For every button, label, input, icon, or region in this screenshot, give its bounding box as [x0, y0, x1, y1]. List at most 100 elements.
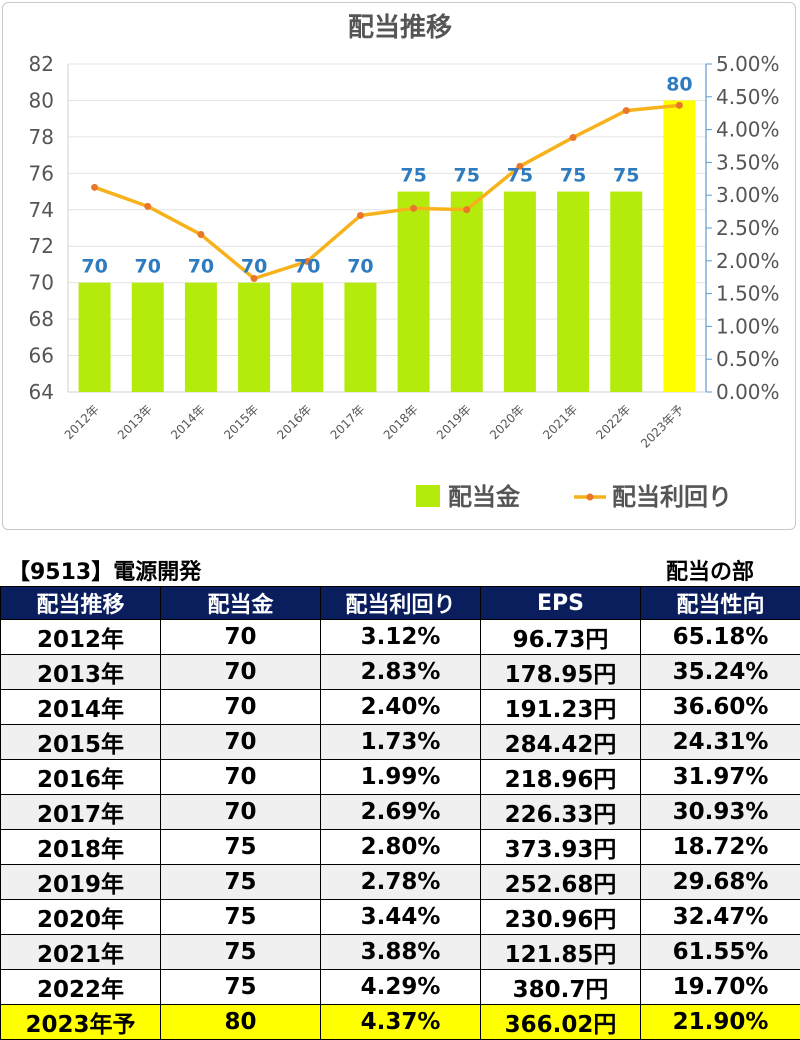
cell-dividend: 75 [161, 935, 321, 970]
left-tick-label: 80 [29, 88, 54, 112]
bar [185, 283, 217, 392]
right-tick-label: 4.00% [716, 118, 780, 142]
right-tick-label: 4.50% [716, 85, 780, 109]
table-header-row: 配当推移 配当金 配当利回り EPS 配当性向 [1, 587, 800, 620]
cell-year: 2013年 [1, 655, 161, 690]
yield-point [144, 203, 151, 210]
cell-eps: 218.96円 [481, 760, 641, 795]
x-tick-label: 2023年予 [638, 402, 686, 450]
cell-yield: 2.69% [321, 795, 481, 830]
cell-eps: 284.42円 [481, 725, 641, 760]
bar [663, 100, 695, 392]
bar-data-label: 80 [666, 73, 692, 95]
cell-year: 2021年 [1, 935, 161, 970]
bar-data-label: 75 [454, 165, 480, 187]
cell-year: 2023年予 [1, 1005, 161, 1040]
right-tick-label: 2.00% [716, 249, 780, 273]
bar [610, 192, 642, 392]
x-tick-label: 2013年 [115, 402, 155, 442]
left-tick-label: 74 [29, 198, 54, 222]
x-tick-label: 2019年 [434, 402, 474, 442]
cell-dividend: 75 [161, 830, 321, 865]
bar [79, 283, 111, 392]
cell-year: 2015年 [1, 725, 161, 760]
left-tick-label: 64 [29, 380, 54, 404]
x-tick-label: 2022年 [593, 402, 633, 442]
legend-swatch-bar [416, 485, 440, 507]
bar [504, 192, 536, 392]
cell-payout: 19.70% [641, 970, 800, 1005]
cell-year: 2012年 [1, 620, 161, 655]
right-tick-label: 2.50% [716, 216, 780, 240]
legend-label-bar: 配当金 [448, 483, 521, 511]
x-tick-label: 2012年 [62, 402, 102, 442]
cell-yield: 4.37% [321, 1005, 481, 1040]
yield-point [570, 134, 577, 141]
header-yield: 配当利回り [321, 587, 481, 620]
cell-dividend: 75 [161, 970, 321, 1005]
yield-point [410, 205, 417, 212]
cell-dividend: 75 [161, 865, 321, 900]
cell-eps: 252.68円 [481, 865, 641, 900]
section-label: 配当の部 [666, 554, 754, 586]
right-tick-label: 0.50% [716, 347, 780, 371]
legend-label-line: 配当利回り [612, 483, 732, 511]
cell-dividend: 70 [161, 760, 321, 795]
bar-data-label: 70 [347, 256, 373, 278]
cell-year: 2022年 [1, 970, 161, 1005]
left-tick-label: 78 [29, 125, 54, 149]
cell-payout: 65.18% [641, 620, 800, 655]
cell-eps: 366.02円 [481, 1005, 641, 1040]
dividend-chart: 配当推移646668707274767880820.00%0.50%1.00%1… [0, 0, 800, 532]
yield-point [463, 206, 470, 213]
cell-yield: 1.73% [321, 725, 481, 760]
cell-eps: 96.73円 [481, 620, 641, 655]
yield-point [357, 212, 364, 219]
cell-dividend: 70 [161, 690, 321, 725]
cell-year: 2016年 [1, 760, 161, 795]
bar-data-label: 70 [294, 256, 320, 278]
yield-point [91, 184, 98, 191]
cell-payout: 31.97% [641, 760, 800, 795]
header-dividend: 配当金 [161, 587, 321, 620]
right-tick-label: 5.00% [716, 52, 780, 76]
cell-yield: 3.44% [321, 900, 481, 935]
cell-eps: 230.96円 [481, 900, 641, 935]
right-tick-label: 0.00% [716, 380, 780, 404]
bar-data-label: 75 [560, 165, 586, 187]
x-tick-label: 2020年 [487, 402, 527, 442]
cell-payout: 21.90% [641, 1005, 800, 1040]
cell-yield: 4.29% [321, 970, 481, 1005]
cell-year: 2019年 [1, 865, 161, 900]
cell-payout: 24.31% [641, 725, 800, 760]
header-payout: 配当性向 [641, 587, 800, 620]
bar-data-label: 70 [81, 256, 107, 278]
bar-data-label: 75 [507, 165, 533, 187]
cell-dividend: 70 [161, 655, 321, 690]
bar-data-label: 70 [135, 256, 161, 278]
cell-yield: 2.40% [321, 690, 481, 725]
cell-yield: 3.12% [321, 620, 481, 655]
bar [398, 192, 430, 392]
cell-payout: 35.24% [641, 655, 800, 690]
bar [451, 192, 483, 392]
cell-eps: 226.33円 [481, 795, 641, 830]
x-tick-label: 2017年 [328, 402, 368, 442]
cell-dividend: 70 [161, 795, 321, 830]
cell-payout: 29.68% [641, 865, 800, 900]
cell-year: 2017年 [1, 795, 161, 830]
bar-data-label: 70 [188, 256, 214, 278]
cell-payout: 61.55% [641, 935, 800, 970]
cell-eps: 373.93円 [481, 830, 641, 865]
yield-point [676, 102, 683, 109]
chart-title: 配当推移 [348, 13, 452, 43]
yield-point [623, 107, 630, 114]
yield-point [197, 231, 204, 238]
cell-dividend: 75 [161, 900, 321, 935]
